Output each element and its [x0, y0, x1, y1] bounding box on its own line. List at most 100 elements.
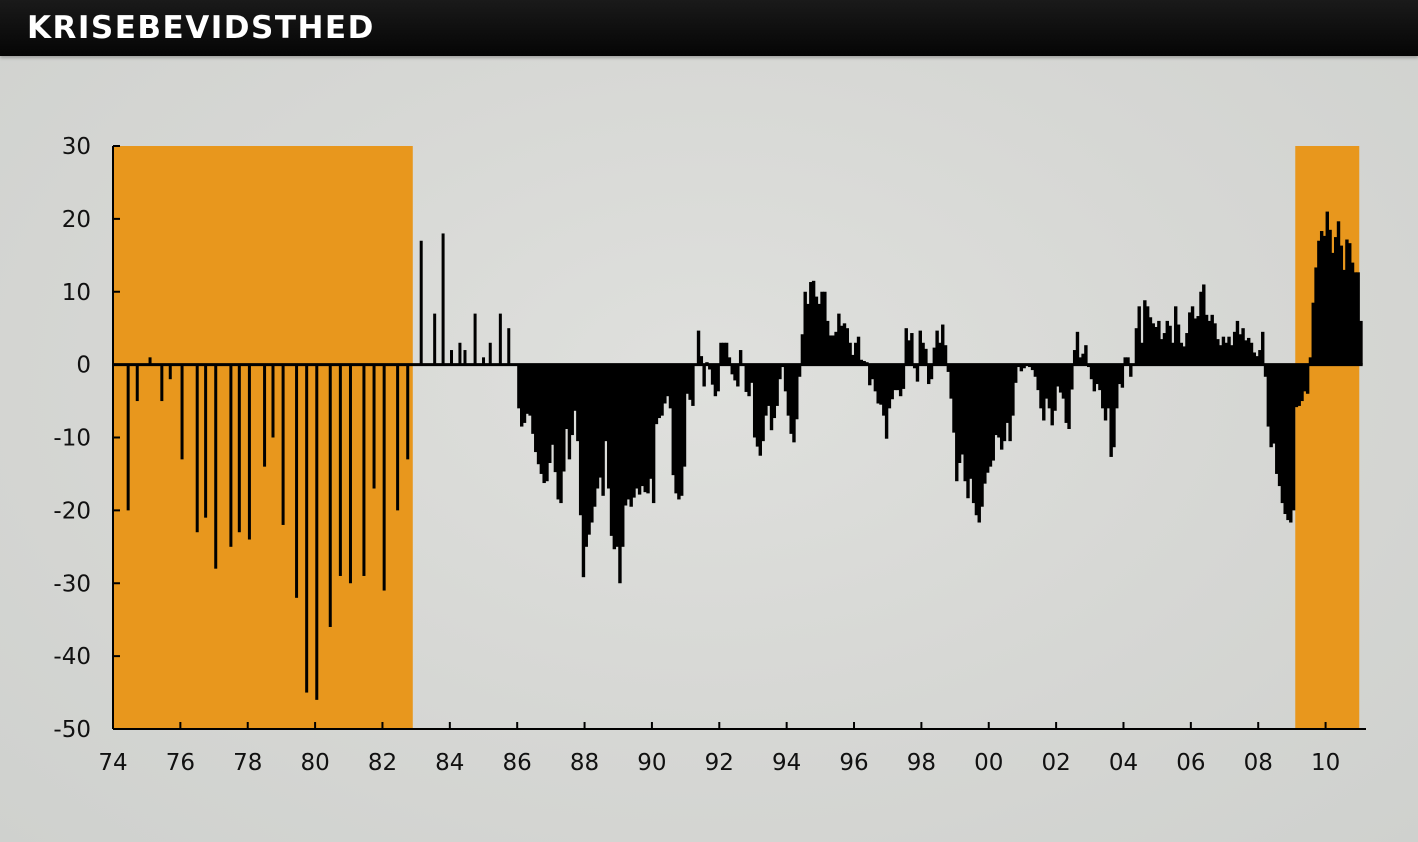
x-tick-label: 74 — [98, 750, 127, 776]
bar-sparse — [305, 364, 309, 693]
y-tick-label: -20 — [53, 498, 91, 524]
bar-dense — [1193, 318, 1198, 365]
bar-dense — [921, 342, 925, 365]
bar-dense — [1134, 328, 1139, 365]
bar-dense — [1289, 364, 1293, 523]
bar-dense — [1317, 240, 1321, 365]
bar-dense — [1275, 364, 1279, 474]
bar-dense — [941, 324, 945, 365]
bar-dense — [927, 364, 931, 385]
bar-dense — [935, 330, 939, 365]
page-title: KRISEBEVIDSTHED — [27, 10, 375, 46]
x-tick-label: 92 — [705, 750, 734, 776]
bar-dense — [988, 364, 993, 467]
bar-dense — [623, 364, 628, 506]
bar-sparse — [382, 364, 386, 591]
x-tick-label: 06 — [1176, 750, 1205, 776]
bar-sparse — [281, 364, 285, 525]
bar-dense — [1339, 245, 1344, 365]
bar-dense — [834, 331, 838, 365]
bar-dense — [1145, 306, 1150, 365]
bar-dense — [536, 364, 541, 465]
bar-dense — [971, 364, 976, 504]
bar-dense — [1238, 334, 1242, 365]
bar-sparse — [362, 364, 366, 576]
bar-dense — [1359, 320, 1363, 365]
bar-dense — [668, 364, 673, 409]
bar-dense — [1342, 269, 1346, 365]
bar-dense — [590, 364, 594, 523]
bar-dense — [831, 335, 835, 365]
bar-dense — [1148, 317, 1153, 365]
bar-dense — [727, 357, 732, 365]
bar-sparse — [247, 364, 251, 540]
bar-sparse — [450, 350, 454, 365]
bar-dense — [999, 364, 1004, 450]
bar-dense — [584, 364, 588, 547]
bar-dense — [1331, 252, 1335, 365]
bar-dense — [573, 364, 577, 411]
bar-dense — [758, 364, 762, 456]
bar-dense — [1036, 364, 1040, 391]
bar-sparse — [338, 364, 342, 576]
x-tick-label: 94 — [772, 750, 801, 776]
x-tick-label: 08 — [1244, 750, 1273, 776]
bar-dense — [870, 364, 875, 380]
bar-dense — [817, 303, 821, 365]
bar-dense — [811, 280, 816, 365]
bar-dense — [1072, 350, 1077, 365]
bar-sparse — [348, 364, 352, 584]
bar-sparse — [507, 328, 511, 365]
bar-dense — [738, 350, 743, 365]
bar-dense — [708, 364, 712, 370]
bar-dense — [635, 364, 639, 489]
x-tick-label: 82 — [368, 750, 397, 776]
bar-dense — [1244, 340, 1248, 365]
bar-dense — [856, 336, 861, 365]
bar-dense — [632, 364, 636, 498]
bar-dense — [744, 364, 748, 392]
bar-dense — [839, 325, 844, 365]
bar-dense — [1064, 364, 1068, 423]
bar-dense — [994, 364, 998, 436]
bar-dense — [531, 364, 535, 434]
bar-dense — [534, 364, 538, 453]
bar-dense — [1081, 353, 1085, 365]
bar-dense — [1224, 342, 1228, 365]
bar-dense — [957, 364, 962, 464]
bar-sparse — [204, 364, 208, 518]
bar-sparse — [168, 364, 172, 380]
bar-dense — [1171, 342, 1175, 365]
bar-dense — [955, 364, 959, 482]
bar-dense — [884, 364, 889, 439]
bar-dense — [702, 364, 706, 387]
bar-sparse — [237, 364, 241, 533]
bar-dense — [946, 364, 951, 372]
bar-dense — [1221, 336, 1226, 365]
bar-dense — [1269, 364, 1273, 448]
x-tick-label: 10 — [1311, 750, 1340, 776]
bar-sparse — [406, 364, 410, 460]
bar-dense — [1002, 364, 1007, 442]
bar-dense — [522, 364, 527, 423]
bar-dense — [1350, 262, 1355, 365]
bar-dense — [1112, 364, 1116, 448]
bar-dense — [1199, 291, 1203, 365]
bar-dense — [1117, 364, 1122, 385]
bar-dense — [578, 364, 583, 516]
bar-dense — [828, 335, 833, 365]
bar-dense — [820, 291, 824, 365]
bar-dense — [1008, 364, 1012, 442]
bar-dense — [1227, 336, 1231, 365]
bar-dense — [598, 364, 603, 478]
bar-dense — [792, 364, 796, 443]
bar-dense — [1286, 364, 1290, 521]
bar-dense — [969, 364, 973, 479]
bar-dense — [539, 364, 544, 474]
y-tick-label: -30 — [53, 571, 91, 597]
bar-dense — [761, 364, 765, 442]
bar-dense — [643, 364, 647, 493]
bar-sparse — [473, 313, 477, 365]
bar-dense — [615, 364, 619, 547]
bar-dense — [898, 364, 903, 397]
